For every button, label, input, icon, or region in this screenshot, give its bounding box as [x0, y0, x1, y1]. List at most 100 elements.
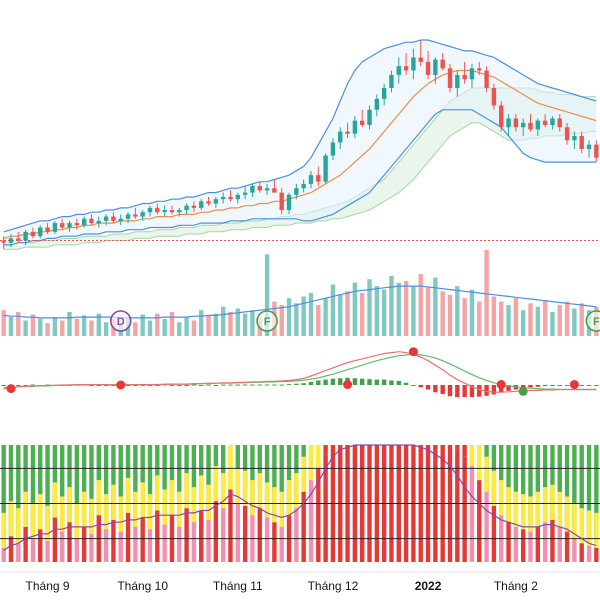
volume-bar [484, 250, 489, 336]
candle-body [338, 131, 343, 143]
candle-body [169, 210, 175, 213]
candle-body [155, 207, 160, 213]
strength-mid-segment [125, 477, 131, 513]
volume-bar [403, 280, 409, 336]
strength-top-segment [133, 445, 138, 527]
macd-histogram-bar [257, 384, 262, 386]
volume-bar [499, 301, 504, 336]
strength-top-segment [206, 445, 211, 520]
volume-bar [30, 314, 36, 336]
strength-mid-segment [477, 450, 482, 481]
volume-bar [213, 313, 219, 336]
volume-bar [184, 317, 189, 336]
strength-top-segment [147, 445, 153, 530]
volume-marker-circle [256, 310, 278, 332]
macd-histogram-bar [140, 385, 145, 386]
macd-histogram-bar [177, 385, 182, 386]
candle-body [579, 135, 584, 149]
candle-body [67, 223, 72, 228]
candle-body [330, 142, 336, 156]
candle-body [264, 188, 270, 191]
strength-bar [228, 489, 233, 562]
candle-body [323, 155, 328, 182]
strength-mid-segment [184, 473, 189, 509]
volume-bar [433, 277, 438, 336]
strength-bar [272, 522, 277, 562]
volume-bar [177, 322, 182, 336]
macd-histogram-bar [491, 385, 497, 395]
strength-top-segment [550, 445, 555, 520]
macd-histogram-bar [418, 385, 423, 388]
strength-top-segment [586, 445, 592, 546]
strength-mid-segment [586, 510, 592, 546]
strength-top-segment [528, 445, 533, 532]
strength-bar [177, 526, 182, 562]
macd-histogram-bar [294, 383, 299, 385]
strength-top-segment [594, 445, 599, 548]
strength-bar [45, 540, 50, 562]
strength-bar [550, 519, 555, 562]
volume-bar [235, 308, 240, 336]
candle-body [360, 120, 365, 126]
macd-histogram-bar [155, 385, 160, 386]
candle-body [206, 201, 211, 204]
volume-bar [286, 298, 292, 336]
strength-bar [199, 510, 204, 562]
strength-bar [140, 517, 145, 562]
strength-bar [81, 526, 87, 562]
strength-mid-segment [542, 487, 548, 523]
strength-bar [23, 526, 28, 562]
volume-bar [513, 298, 519, 336]
macd-histogram-bar [250, 384, 255, 386]
strength-bar [301, 491, 306, 562]
strength-mid-segment [272, 487, 277, 523]
candle-body [118, 218, 123, 221]
strength-signal-line [3, 444, 597, 551]
macd-histogram-bar [535, 385, 540, 387]
strength-bar [220, 508, 226, 562]
macd-histogram-bar [506, 385, 511, 391]
strength-top-segment [557, 445, 562, 527]
strength-top-segment [30, 445, 36, 539]
strength-mid-segment [279, 491, 284, 527]
macd-histogram-bar [425, 385, 431, 390]
volume-bar [96, 313, 101, 336]
candle-body [111, 216, 116, 221]
strength-top-segment [1, 445, 6, 548]
strength-bar [477, 480, 482, 562]
macd-histogram-bar [374, 379, 380, 385]
strength-bar [586, 545, 592, 562]
candle-body [316, 175, 321, 182]
volume-bar [389, 275, 394, 336]
strength-mid-segment [594, 512, 599, 548]
candle-body [455, 74, 460, 88]
macd-histogram-bar [360, 378, 365, 385]
candle-body [125, 214, 131, 219]
volume-bar [381, 289, 387, 336]
strength-mid-segment [206, 484, 211, 520]
strength-top-segment [264, 445, 270, 518]
strength-mid-segment [30, 503, 36, 539]
strength-mid-segment [169, 480, 175, 516]
volume-bar [228, 311, 233, 336]
x-tick-label: Tháng 11 [213, 579, 263, 593]
strength-bar [323, 454, 328, 562]
strength-bar [316, 468, 321, 562]
volume-bar [67, 311, 72, 336]
macd-cross-dot [6, 384, 16, 394]
macd-cross-dot [496, 380, 506, 390]
strength-bar [294, 508, 299, 562]
volume-bar [74, 318, 80, 336]
volume-bar [264, 254, 270, 336]
strength-top-segment [323, 445, 328, 455]
strength-top-segment [177, 445, 182, 527]
strength-bar [542, 522, 548, 562]
strength-bar [184, 508, 189, 562]
candle-body [191, 205, 197, 208]
volume-bar [169, 311, 175, 336]
strength-mid-segment [250, 480, 255, 516]
macd-histogram-bar [286, 384, 292, 386]
macd-cross-dot [116, 380, 126, 390]
volume-bar [440, 291, 445, 336]
